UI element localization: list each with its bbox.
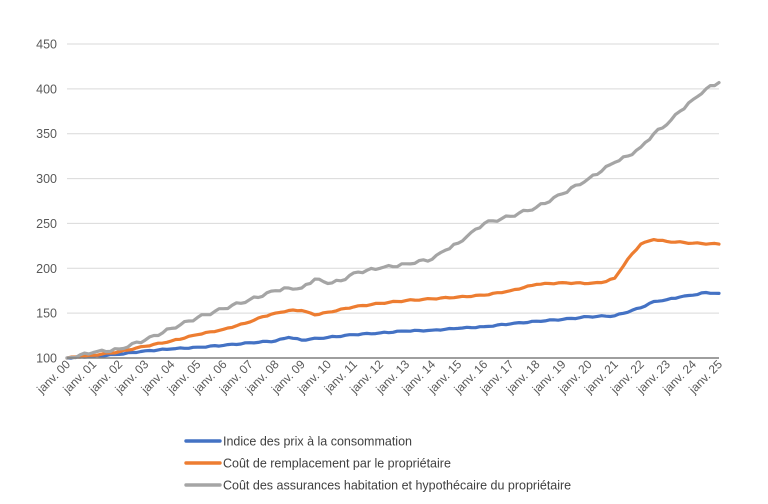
y-tick-label: 300 xyxy=(36,172,57,186)
legend: Indice des prix à la consommation Coût de… xyxy=(184,435,571,493)
legend-label-3: Coût des assurances habitation et hypoth… xyxy=(223,479,571,493)
y-tick-label: 250 xyxy=(36,217,57,231)
gridlines xyxy=(67,43,719,314)
series-line-2 xyxy=(65,238,721,360)
y-tick-label: 100 xyxy=(36,352,57,366)
y-axis-ticks: 100 150 200 250 300 350 400 450 xyxy=(36,38,57,366)
series-line-1 xyxy=(65,290,721,360)
series-line-3 xyxy=(65,81,721,360)
legend-label-2: Coût de remplacement par le propriétaire xyxy=(223,457,451,471)
y-tick-label: 450 xyxy=(36,38,57,52)
series-lines xyxy=(65,81,721,360)
y-tick-label: 400 xyxy=(36,82,57,96)
y-tick-label: 150 xyxy=(36,307,57,321)
y-tick-label: 200 xyxy=(36,262,57,276)
y-tick-label: 350 xyxy=(36,127,57,141)
legend-label-1: Indice des prix à la consommation xyxy=(223,435,412,449)
